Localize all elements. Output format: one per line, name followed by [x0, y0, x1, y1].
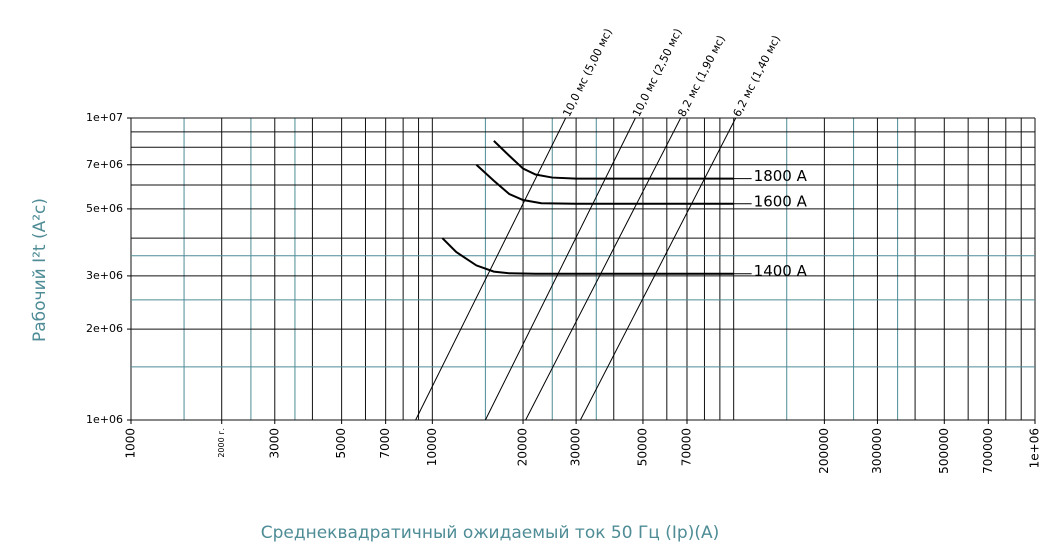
x-tick-label: 300000 — [870, 428, 884, 474]
reference-line — [415, 117, 567, 421]
reference-line-label: 8,2 мс (1,90 мс) — [675, 33, 728, 119]
reference-line-label: 10,0 мс (5,00 мс) — [560, 26, 615, 118]
reference-line-label: 6,2 мс (1,40 мс) — [730, 33, 783, 119]
y-tick-label: 5e+06 — [86, 202, 123, 215]
x-tick-label: 20000 — [516, 428, 530, 466]
y-tick-label: 7e+06 — [86, 158, 123, 171]
reference-line — [484, 117, 636, 421]
x-tick-label: 200000 — [817, 428, 831, 474]
y-axis-title: Рабочий I²t (A²c) — [30, 198, 50, 342]
series-label: 1800 A — [754, 167, 808, 185]
y-tick-label: 2e+06 — [86, 322, 123, 335]
x-axis-title: Среднеквадратичный ожидаемый ток 50 Гц (… — [261, 523, 720, 543]
reference-line — [579, 117, 737, 421]
x-tick-label: 500000 — [937, 428, 951, 474]
x-tick-label: 3000 — [267, 428, 281, 459]
reference-line — [525, 117, 682, 421]
y-tick-label: 1e+07 — [86, 111, 123, 124]
x-tick-label: 70000 — [679, 428, 693, 466]
x-tick-label: 10000 — [425, 428, 439, 466]
y-tick-label: 1e+06 — [86, 413, 123, 426]
x-tick-label: 1000 — [124, 428, 138, 459]
reference-line-label: 10,0 мс (2,50 мс) — [630, 26, 685, 118]
series-line — [493, 140, 734, 180]
x-tick-label: 2000 г. — [217, 428, 226, 458]
x-tick-label: 700000 — [981, 428, 995, 474]
series-line — [475, 164, 734, 205]
x-tick-label: 30000 — [569, 428, 583, 466]
series-label: 1600 A — [754, 192, 808, 210]
x-tick-label: 50000 — [635, 428, 649, 466]
x-tick-label: 5000 — [334, 428, 348, 459]
x-tick-label: 1e+06 — [1028, 428, 1042, 468]
y-tick-label: 3e+06 — [86, 269, 123, 282]
series-line — [441, 237, 734, 275]
x-tick-label: 7000 — [378, 428, 392, 459]
series-label: 1400 A — [754, 262, 808, 280]
